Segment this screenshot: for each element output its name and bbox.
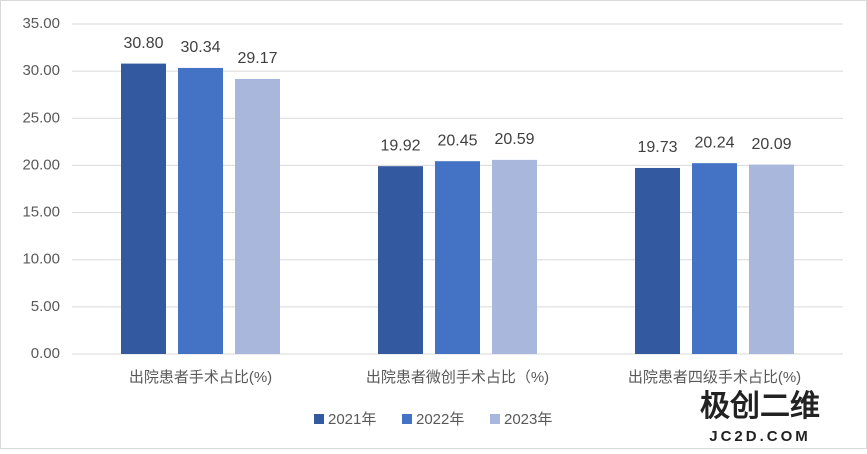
bar: [178, 67, 223, 355]
legend-swatch: [314, 414, 324, 424]
data-label: 20.09: [751, 136, 791, 153]
bar: [235, 78, 280, 355]
y-tick-label: 20.00: [22, 156, 60, 173]
y-tick-label: 0.00: [31, 345, 60, 362]
data-label: 30.80: [123, 35, 163, 52]
data-label: 30.34: [180, 39, 220, 56]
data-label: 20.24: [694, 134, 734, 151]
legend-label: 2021年: [328, 411, 376, 428]
watermark: JC2D.COM: [709, 428, 811, 445]
legend-label: 2022年: [416, 411, 464, 428]
bar: [435, 161, 480, 354]
x-tick-label: 出院患者微创手术占比（%): [366, 368, 549, 386]
legend-swatch: [402, 414, 412, 424]
legend-label: 2023年: [504, 411, 552, 428]
watermark: 极创二维: [700, 390, 820, 423]
y-tick-label: 10.00: [22, 251, 60, 268]
bar: [635, 167, 680, 354]
x-tick-label: 出院患者四级手术占比(%): [628, 368, 801, 386]
bar: [692, 163, 737, 354]
bar: [492, 159, 537, 354]
data-label: 20.59: [494, 131, 534, 148]
legend-swatch: [490, 414, 500, 424]
y-tick-label: 15.00: [22, 204, 60, 221]
y-tick-label: 35.00: [22, 15, 60, 32]
data-label: 19.73: [637, 139, 677, 156]
bar: [749, 164, 794, 354]
data-label: 20.45: [437, 132, 477, 149]
data-label: 19.92: [380, 137, 420, 154]
y-tick-label: 5.00: [31, 298, 60, 315]
y-tick-label: 30.00: [22, 62, 60, 79]
y-tick-label: 25.00: [22, 109, 60, 126]
data-label: 29.17: [237, 50, 277, 67]
x-tick-label: 出院患者手术占比(%): [129, 368, 272, 386]
bar: [121, 63, 166, 354]
bar: [378, 166, 423, 354]
